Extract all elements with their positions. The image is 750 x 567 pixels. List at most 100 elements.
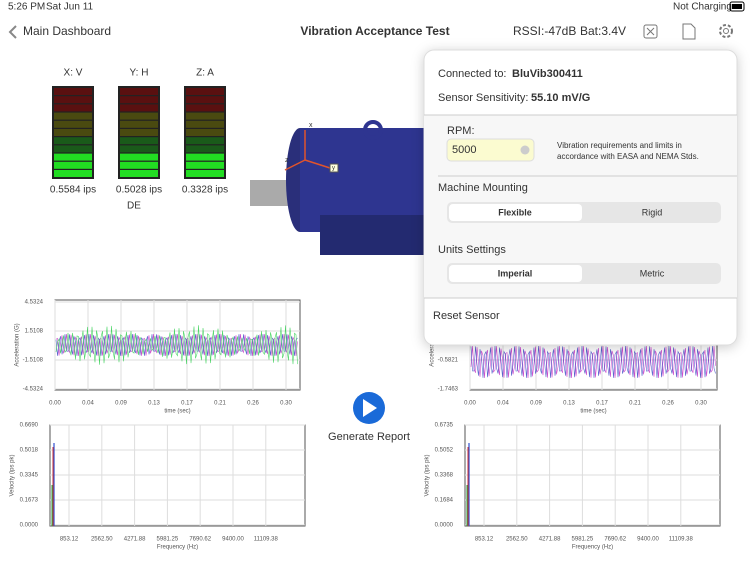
meter-segment: [120, 88, 158, 95]
x-tick-label: 0.04: [497, 401, 509, 407]
x-tick-label: 5981.25: [157, 537, 179, 543]
x-tick-label: 0.04: [82, 401, 94, 407]
meter-value: 0.5028 ips: [116, 185, 162, 196]
x-axis-label: time (sec): [164, 409, 190, 415]
meter-segment: [54, 120, 92, 128]
x-tick-label: 4271.88: [539, 537, 561, 543]
y-axis-label: Velocity (ips pk): [10, 454, 16, 496]
units-label: Units Settings: [438, 244, 506, 256]
segment-selected: [449, 204, 582, 221]
signal-trace: [470, 345, 716, 378]
meter-segment: [186, 129, 224, 136]
y-tick-label: -1.5108: [23, 358, 44, 364]
settings-icon[interactable]: [719, 24, 733, 38]
meter-segment: [54, 112, 92, 120]
rssi: RSSI:-47dB: [513, 24, 576, 38]
y-tick-label: 0.3368: [435, 473, 454, 479]
x-tick-label: 9400.00: [637, 537, 659, 543]
reset-sensor[interactable]: Reset Sensor: [433, 310, 500, 322]
x-tick-label: 853.12: [60, 537, 79, 543]
y-axis-label: Acceleration (G): [15, 323, 21, 366]
meter-segment: [186, 153, 224, 161]
x-tick-label: 0.30: [280, 401, 292, 407]
x-tick-label: 0.09: [115, 401, 127, 407]
segment-selected: [449, 265, 582, 282]
meter-segment: [120, 96, 158, 104]
battery-icon: [729, 1, 745, 12]
close-icon[interactable]: [643, 24, 658, 39]
y-tick-label: 0.6690: [20, 423, 39, 429]
segment-option[interactable]: Rigid: [642, 207, 663, 217]
x-tick-label: 11109.38: [254, 537, 279, 543]
meter-segment: [54, 145, 92, 153]
rpm-input[interactable]: [446, 138, 535, 162]
doc-icon[interactable]: [682, 23, 696, 40]
meter-segment: [186, 88, 224, 95]
back-chevron[interactable]: [8, 25, 17, 39]
y-tick-label: 0.0000: [20, 523, 39, 529]
x-tick-label: 0.26: [247, 401, 259, 407]
chart: 0.00 0.04 0.09 0.13 0.17 0.21 0.26 0.30 -4.5324 -…: [15, 299, 301, 415]
meter-axis-label: Y: H: [130, 68, 149, 79]
x-tick-label: 0.21: [214, 401, 226, 407]
meter-segment: [120, 145, 158, 153]
time: 5:26 PM: [8, 2, 45, 13]
note-line: Vibration requirements and limits in: [557, 141, 682, 150]
mounting-label: Machine Mounting: [438, 182, 528, 194]
x-tick-label: 2562.50: [506, 537, 528, 543]
signal-trace: [55, 325, 298, 365]
y-tick-label: 1.5108: [25, 329, 44, 335]
meter-segment: [120, 170, 158, 177]
meter-value: 0.3328 ips: [182, 185, 228, 196]
x-tick-label: 0.17: [596, 401, 608, 407]
y-tick-label: -1.7463: [438, 387, 459, 393]
meter-segment: [186, 104, 224, 112]
x-tick-label: 0.09: [530, 401, 542, 407]
x-axis-label: Frequency (Hz): [157, 545, 198, 551]
x-tick-label: 0.21: [629, 401, 641, 407]
play-glyph: [363, 399, 377, 417]
x-tick-label: 0.13: [563, 401, 575, 407]
x-tick-label: 4271.88: [124, 537, 146, 543]
segment-option[interactable]: Flexible: [498, 207, 532, 217]
meter-segment: [54, 96, 92, 104]
back-button[interactable]: Main Dashboard: [23, 24, 111, 38]
x-tick-label: 0.17: [181, 401, 193, 407]
x-tick-label: 0.00: [49, 401, 61, 407]
meter-segment: [54, 153, 92, 161]
meter-segment: [120, 112, 158, 120]
battery-status: Not Charging: [673, 2, 732, 13]
note-line: accordance with EASA and NEMA Stds.: [557, 152, 699, 161]
x-tick-label: 7690.62: [189, 537, 211, 543]
x-tick-label: 0.30: [695, 401, 707, 407]
generate-report[interactable]: Generate Report: [328, 431, 410, 443]
rpm-value[interactable]: 5000: [452, 144, 476, 156]
x-tick-label: 0.26: [662, 401, 674, 407]
meter-value: 0.5584 ips: [50, 185, 96, 196]
meter-segment: [54, 129, 92, 136]
clear-button[interactable]: [520, 145, 530, 155]
meter-segment: [186, 120, 224, 128]
meter-segment: [186, 170, 224, 177]
meter-segment: [186, 145, 224, 153]
svg-text:x: x: [309, 122, 313, 129]
y-tick-label: 0.0000: [435, 523, 454, 529]
meter-segment: [54, 88, 92, 95]
y-tick-label: 4.5324: [25, 300, 44, 306]
y-tick-label: 0.5052: [435, 448, 454, 454]
y-tick-label: 0.1684: [435, 498, 454, 504]
y-tick-label: 0.5018: [20, 448, 39, 454]
settings-popover: Connected to: BluVib300411 Sensor Sensit…: [423, 42, 738, 346]
x-tick-label: 0.13: [148, 401, 160, 407]
x-axis-label: time (sec): [580, 409, 606, 415]
segment-option[interactable]: Imperial: [498, 268, 533, 278]
meter-segment: [120, 161, 158, 169]
meter-segment: [186, 161, 224, 169]
segment-option[interactable]: Metric: [640, 268, 665, 278]
chart: 853.12 2562.50 4271.88 5981.25 7690.62 9400.0…: [10, 423, 306, 551]
rpm-label: RPM:: [447, 125, 475, 137]
meter-segment: [120, 104, 158, 112]
x-tick-label: 9400.00: [222, 537, 244, 543]
y-tick-label: -0.5821: [438, 358, 459, 364]
